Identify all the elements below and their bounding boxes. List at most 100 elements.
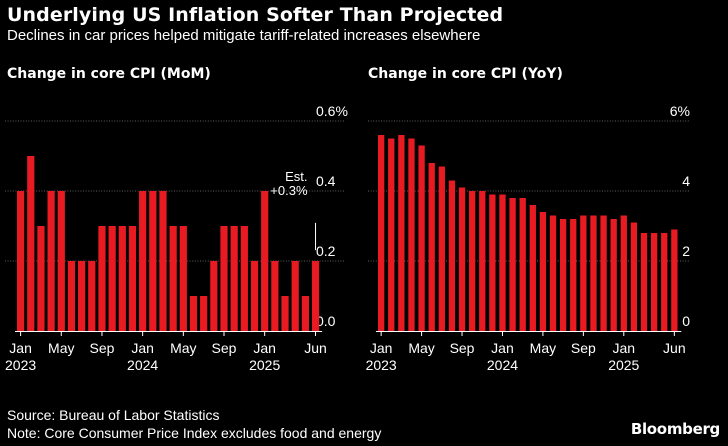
yoy-bar: [580, 215, 587, 331]
yoy-bar: [509, 198, 516, 331]
yoy-bar: [519, 198, 526, 331]
bloomberg-logo: Bloomberg: [630, 420, 720, 438]
mom-ytick-label: 0.2: [316, 243, 336, 259]
yoy-bar: [640, 233, 648, 331]
mom-bar: [67, 261, 76, 331]
mom-xtick-year-label: 2023: [5, 357, 36, 373]
mom-xtick-label: May: [170, 340, 196, 356]
mom-bar: [78, 261, 86, 331]
mom-bar: [220, 226, 228, 331]
mom-xtick-label: Sep: [212, 340, 237, 356]
mom-xtick-year-label: 2025: [249, 357, 280, 373]
yoy-xtick-label: Sep: [571, 340, 596, 356]
mom-xtick-label: Jan: [253, 340, 276, 356]
yoy-xtick-year-label: 2023: [366, 357, 397, 373]
mom-bar: [261, 191, 269, 331]
mom-bar: [271, 261, 279, 331]
yoy-bar: [610, 219, 617, 331]
yoy-bar: [448, 180, 456, 331]
mom-bar: [128, 226, 137, 331]
yoy-bar: [661, 233, 668, 331]
mom-xtick-label: Jun: [304, 340, 327, 356]
yoy-xtick-label: Jan: [370, 340, 393, 356]
yoy-xtick-label: Jun: [663, 340, 686, 356]
chart-subtitle: Declines in car prices helped mitigate t…: [7, 27, 481, 44]
mom-xtick-year-label: 2024: [127, 357, 158, 373]
mom-bar: [98, 226, 106, 331]
yoy-bar: [428, 163, 435, 331]
yoy-bar: [600, 215, 607, 331]
yoy-xtick-label: Sep: [450, 340, 475, 356]
yoy-ytick-label: 6%: [670, 103, 690, 119]
mom-bar: [179, 226, 187, 331]
yoy-bar: [408, 138, 415, 331]
mom-xtick-label: May: [48, 340, 74, 356]
mom-xtick-label: Sep: [89, 340, 114, 356]
mom-bar: [27, 156, 35, 331]
yoy-bar: [559, 219, 567, 331]
mom-annotation-label: Est.: [285, 169, 307, 184]
mom-xtick-label: Jan: [9, 340, 32, 356]
yoy-xtick-year-label: 2025: [608, 357, 639, 373]
yoy-bar: [468, 191, 476, 331]
yoy-ytick-label: 0: [682, 313, 690, 329]
mom-bar: [118, 226, 126, 331]
mom-bar: [240, 226, 248, 331]
yoy-bar: [671, 229, 678, 331]
yoy-xtick-label: Jan: [613, 340, 636, 356]
source-text: Source: Bureau of Labor Statistics: [7, 407, 220, 423]
yoy-bar: [529, 205, 536, 331]
yoy-bar: [378, 135, 385, 331]
mom-bar: [200, 296, 208, 331]
yoy-bar: [650, 233, 658, 331]
yoy-bar: [590, 215, 597, 331]
mom-bar: [311, 261, 320, 331]
mom-ytick-label: 0.4: [316, 173, 336, 189]
mom-bar: [37, 226, 45, 331]
yoy-bar: [620, 215, 627, 331]
mom-bar: [291, 261, 299, 331]
mom-bar: [210, 261, 218, 331]
yoy-bar: [549, 215, 557, 331]
mom-ytick-label: 0.0: [316, 313, 336, 329]
mom-bar: [47, 191, 55, 331]
mom-bar: [149, 191, 157, 331]
yoy-panel-title: Change in core CPI (YoY): [368, 66, 563, 82]
mom-bar: [301, 296, 309, 331]
mom-bar: [281, 296, 289, 331]
chart-title: Underlying US Inflation Softer Than Proj…: [7, 4, 504, 26]
yoy-xtick-label: May: [530, 340, 556, 356]
note-text: Note: Core Consumer Price Index excludes…: [7, 425, 382, 441]
yoy-bar: [418, 145, 425, 331]
yoy-ytick-label: 2: [682, 243, 690, 259]
mom-bar: [88, 261, 96, 331]
mom-xtick-label: Jan: [131, 340, 154, 356]
mom-bar: [230, 226, 238, 331]
yoy-bar: [388, 138, 395, 331]
yoy-bar: [398, 135, 405, 331]
yoy-bar: [570, 219, 577, 331]
yoy-bar: [438, 166, 445, 331]
mom-ytick-label: 0.6%: [316, 103, 348, 119]
yoy-bar: [499, 194, 506, 331]
yoy-xtick-label: Jan: [491, 340, 514, 356]
yoy-bar: [539, 212, 547, 331]
mom-bar: [250, 261, 259, 331]
yoy-xtick-year-label: 2024: [487, 357, 518, 373]
mom-bar: [189, 296, 198, 331]
yoy-bar: [458, 187, 466, 331]
yoy-ytick-label: 4: [682, 173, 690, 189]
mom-bar: [159, 191, 167, 331]
mom-bar: [17, 191, 25, 331]
mom-bar: [169, 226, 177, 331]
mom-bar: [108, 226, 116, 331]
yoy-bar: [630, 222, 638, 331]
footer-notes: Source: Bureau of Labor Statistics Note:…: [7, 406, 381, 442]
mom-panel-title: Change in core CPI (MoM): [7, 66, 211, 82]
yoy-bar: [489, 194, 496, 331]
yoy-xtick-label: May: [408, 340, 434, 356]
yoy-bar: [479, 191, 486, 331]
mom-bar: [57, 191, 65, 331]
mom-annotation-value: +0.3%: [270, 183, 308, 198]
